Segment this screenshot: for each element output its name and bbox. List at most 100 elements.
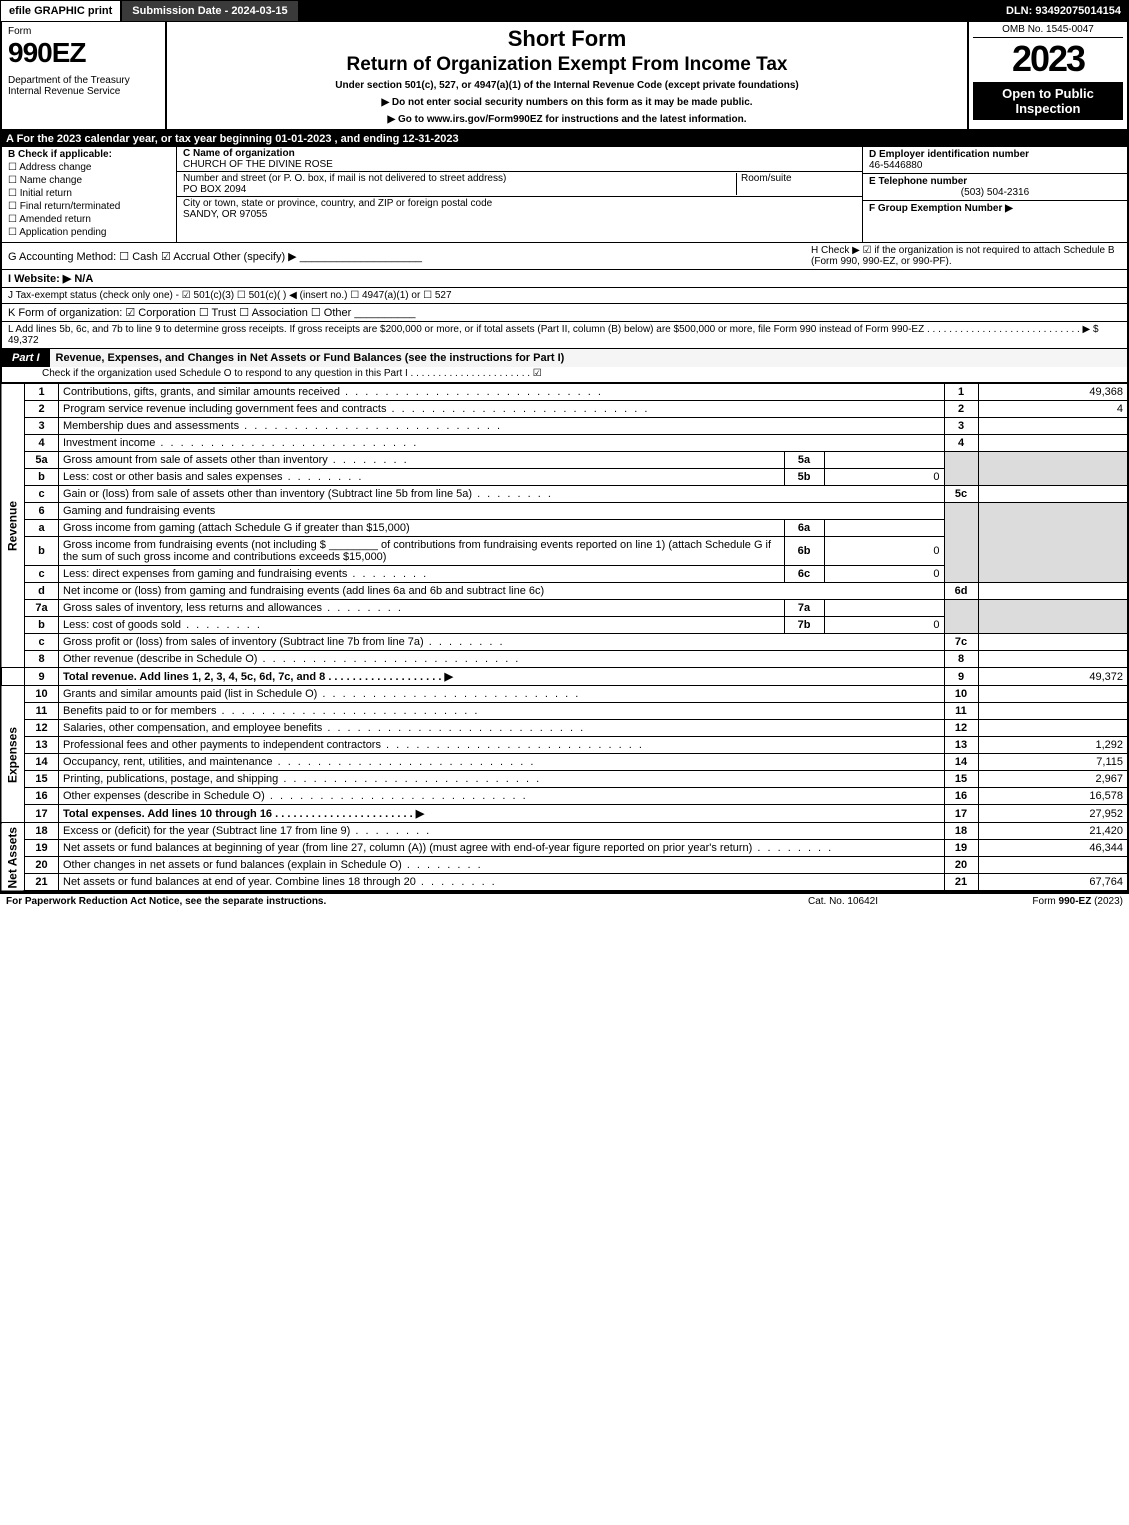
r6b-desc: Gross income from fundraising events (no…	[59, 537, 785, 566]
r12-val	[978, 720, 1128, 737]
r6-desc: Gaming and fundraising events	[59, 503, 945, 520]
r18-desc: Excess or (deficit) for the year (Subtra…	[63, 825, 431, 837]
line-k: K Form of organization: ☑ Corporation ☐ …	[0, 304, 1129, 322]
r20-num: 20	[25, 857, 59, 874]
r5a-num: 5a	[25, 452, 59, 469]
netassets-section-label: Net Assets	[1, 823, 25, 892]
r8-num: 8	[25, 651, 59, 668]
chk-pending[interactable]: ☐ Application pending	[8, 227, 170, 238]
tax-year: 2023	[973, 38, 1123, 80]
dln: DLN: 93492075014154	[998, 1, 1129, 21]
chk-amended[interactable]: ☐ Amended return	[8, 214, 170, 225]
r2-desc: Program service revenue including govern…	[63, 403, 649, 415]
line-i: I Website: ▶ N/A	[0, 270, 1129, 288]
r14-val: 7,115	[978, 754, 1128, 771]
revenue-section-label: Revenue	[1, 384, 25, 668]
footer-left: For Paperwork Reduction Act Notice, see …	[6, 896, 743, 907]
r9-ln: 9	[944, 668, 978, 686]
line-j: J Tax-exempt status (check only one) - ☑…	[0, 288, 1129, 304]
r15-ln: 15	[944, 771, 978, 788]
city-label: City or town, state or province, country…	[183, 198, 492, 209]
part-1-check: Check if the organization used Schedule …	[0, 367, 1129, 383]
r19-val: 46,344	[978, 840, 1128, 857]
r18-ln: 18	[944, 823, 978, 840]
dept-treasury: Department of the Treasury Internal Reve…	[8, 75, 159, 97]
room-suite-label: Room/suite	[736, 173, 856, 195]
r1-ln: 1	[944, 384, 978, 401]
org-name-label: C Name of organization	[183, 148, 295, 159]
r3-num: 3	[25, 418, 59, 435]
chk-pending-label: Application pending	[19, 227, 106, 238]
r6c-num: c	[25, 566, 59, 583]
r8-val	[978, 651, 1128, 668]
r4-desc: Investment income	[63, 437, 418, 449]
r7a-desc: Gross sales of inventory, less returns a…	[63, 602, 403, 614]
r8-ln: 8	[944, 651, 978, 668]
chk-final-return-label: Final return/terminated	[20, 201, 121, 212]
r8-desc: Other revenue (describe in Schedule O)	[63, 653, 520, 665]
r20-desc: Other changes in net assets or fund bala…	[63, 859, 483, 871]
r11-num: 11	[25, 703, 59, 720]
box-b-hdr: B Check if applicable:	[8, 149, 170, 160]
r20-ln: 20	[944, 857, 978, 874]
r6a-num: a	[25, 520, 59, 537]
r7c-desc: Gross profit or (loss) from sales of inv…	[63, 636, 505, 648]
line-g: G Accounting Method: ☐ Cash ☑ Accrual Ot…	[8, 250, 811, 263]
r18-num: 18	[25, 823, 59, 840]
r21-val: 67,764	[978, 874, 1128, 892]
r17-val: 27,952	[978, 805, 1128, 823]
r2-num: 2	[25, 401, 59, 418]
chk-name-change[interactable]: ☐ Name change	[8, 175, 170, 186]
r1-val: 49,368	[978, 384, 1128, 401]
r5a-desc: Gross amount from sale of assets other t…	[63, 454, 409, 466]
phone-label: E Telephone number	[869, 176, 967, 187]
r7b-sub: 7b	[784, 617, 824, 634]
r7c-val	[978, 634, 1128, 651]
r20-val	[978, 857, 1128, 874]
r6c-sv: 0	[824, 566, 944, 583]
chk-initial-return[interactable]: ☐ Initial return	[8, 188, 170, 199]
chk-final-return[interactable]: ☐ Final return/terminated	[8, 201, 170, 212]
under-section: Under section 501(c), 527, or 4947(a)(1)…	[173, 80, 961, 91]
r10-desc: Grants and similar amounts paid (list in…	[63, 688, 580, 700]
footer-formref: Form 990-EZ (2023)	[943, 896, 1123, 907]
open-public: Open to Public Inspection	[973, 82, 1123, 120]
line-g-h: G Accounting Method: ☐ Cash ☑ Accrual Ot…	[0, 243, 1129, 270]
r15-desc: Printing, publications, postage, and shi…	[63, 773, 541, 785]
form-word: Form	[8, 26, 159, 37]
r6b-sv: 0	[824, 537, 944, 566]
chk-address-change[interactable]: ☐ Address change	[8, 162, 170, 173]
r11-desc: Benefits paid to or for members	[63, 705, 479, 717]
box-b: B Check if applicable: ☐ Address change …	[2, 147, 177, 242]
form-header: Form 990EZ Department of the Treasury In…	[0, 22, 1129, 131]
r16-ln: 16	[944, 788, 978, 805]
group-exemption-label: F Group Exemption Number ▶	[869, 203, 1013, 214]
r18-val: 21,420	[978, 823, 1128, 840]
return-title: Return of Organization Exempt From Incom…	[173, 54, 961, 76]
r21-desc: Net assets or fund balances at end of ye…	[63, 876, 497, 888]
footer-catno: Cat. No. 10642I	[743, 896, 943, 907]
part-1-table: Revenue 1 Contributions, gifts, grants, …	[0, 383, 1129, 892]
ssn-warning: ▶ Do not enter social security numbers o…	[173, 97, 961, 108]
r21-ln: 21	[944, 874, 978, 892]
r13-num: 13	[25, 737, 59, 754]
omb-number: OMB No. 1545-0047	[973, 24, 1123, 38]
ein-label: D Employer identification number	[869, 149, 1029, 160]
r6d-ln: 6d	[944, 583, 978, 600]
r10-num: 10	[25, 686, 59, 703]
r12-desc: Salaries, other compensation, and employ…	[63, 722, 585, 734]
city: SANDY, OR 97055	[183, 209, 267, 220]
r9-val: 49,372	[978, 668, 1128, 686]
chk-initial-return-label: Initial return	[20, 188, 72, 199]
r3-desc: Membership dues and assessments	[63, 420, 502, 432]
chk-amended-label: Amended return	[19, 214, 91, 225]
efile-print[interactable]: efile GRAPHIC print	[0, 0, 121, 22]
r5b-desc: Less: cost or other basis and sales expe…	[63, 471, 363, 483]
r16-num: 16	[25, 788, 59, 805]
line-l: L Add lines 5b, 6c, and 7b to line 9 to …	[0, 322, 1129, 349]
r15-val: 2,967	[978, 771, 1128, 788]
r5a-sv	[824, 452, 944, 469]
top-bar: efile GRAPHIC print Submission Date - 20…	[0, 0, 1129, 22]
r5b-sub: 5b	[784, 469, 824, 486]
goto-link[interactable]: ▶ Go to www.irs.gov/Form990EZ for instru…	[173, 114, 961, 125]
